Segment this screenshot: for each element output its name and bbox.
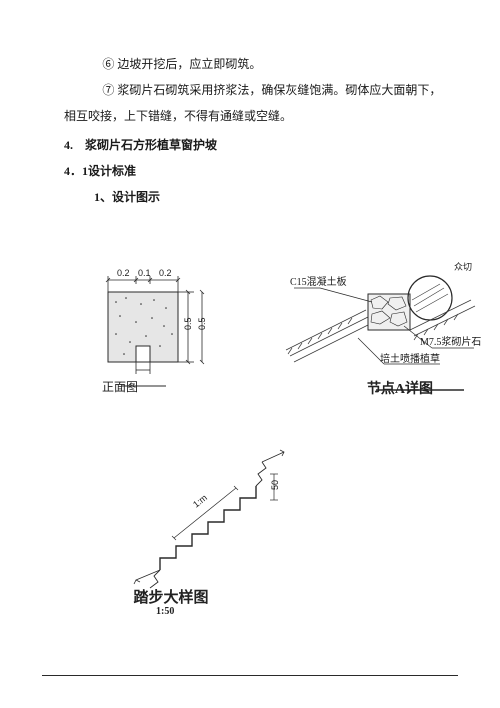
dim-right-2: 0.5 bbox=[197, 317, 207, 330]
figure-steps-caption: 踏步大样图 bbox=[106, 586, 236, 607]
label-m75: M7.5浆砌片石 bbox=[420, 335, 481, 348]
heading-4: 4. 浆砌片石方形植草窗护坡 bbox=[64, 133, 452, 159]
figure-detail-caption: 节点A详图 bbox=[340, 378, 460, 398]
paragraph-7-line1: ⑦ 浆砌片石砌筑采用挤浆法，确保灰缝饱满。砌体应大面朝下， bbox=[64, 78, 452, 104]
figure-steps-scale: 1:50 bbox=[156, 606, 174, 617]
paragraph-6: ⑥ 边坡开挖后，应立即砌筑。 bbox=[64, 52, 452, 78]
figures-area: 0.2 0.1 0.2 0.5 0.5 正面图 bbox=[50, 240, 470, 664]
dim-right-1: 0.5 bbox=[183, 317, 193, 330]
heading-4-1: 4．1设计标准 bbox=[64, 159, 452, 185]
dim-run: 1:m bbox=[191, 492, 209, 509]
heading-4-1-1: 1、设计图示 bbox=[64, 185, 452, 211]
label-c15: C15混凝土板 bbox=[290, 275, 347, 288]
figure-front-elevation: 0.2 0.1 0.2 0.5 0.5 bbox=[86, 264, 216, 394]
dim-top-1: 0.2 bbox=[117, 268, 130, 278]
paragraph-7-line2: 相互咬接，上下错缝，不得有通缝或空缝。 bbox=[64, 104, 452, 130]
figure-steps: 1:m 50 bbox=[116, 430, 326, 610]
label-grass: 培土喷播植草 bbox=[380, 352, 440, 365]
document-page: ⑥ 边坡开挖后，应立即砌筑。 ⑦ 浆砌片石砌筑采用挤浆法，确保灰缝饱满。砌体应大… bbox=[0, 0, 500, 708]
label-top: 众切 bbox=[454, 262, 472, 272]
dim-rise: 50 bbox=[270, 480, 280, 490]
page-footer-rule bbox=[42, 675, 458, 676]
dim-top-2: 0.1 bbox=[138, 268, 151, 278]
figure-front-caption: 正面图 bbox=[50, 378, 190, 395]
dim-top-3: 0.2 bbox=[159, 268, 172, 278]
